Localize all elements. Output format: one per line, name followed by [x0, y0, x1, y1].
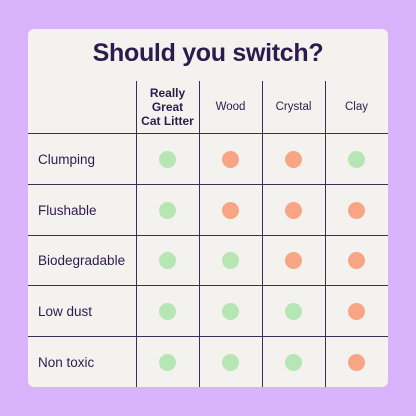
green-dot-icon	[159, 303, 176, 321]
row-label: Low dust	[38, 304, 93, 320]
table-cell	[262, 337, 325, 387]
table-cell	[262, 286, 325, 337]
table-cell	[136, 337, 199, 387]
column-header-label: Clay	[344, 101, 368, 113]
orange-dot-icon	[348, 303, 365, 321]
table-cell	[199, 134, 262, 185]
row-label: Flushable	[38, 202, 97, 218]
row-label: Clumping	[38, 151, 96, 167]
column-header: Really Great Cat Litter	[136, 81, 199, 133]
green-dot-icon	[285, 354, 302, 372]
table-cell	[199, 286, 262, 337]
orange-dot-icon	[285, 201, 302, 219]
green-dot-icon	[285, 303, 302, 321]
table-row: Non toxic	[28, 336, 388, 387]
table-cell	[325, 286, 388, 337]
column-divider	[136, 81, 137, 387]
table-row: Flushable	[28, 183, 388, 236]
table-cell	[325, 185, 388, 236]
table-cell	[136, 286, 199, 337]
orange-dot-icon	[348, 252, 365, 270]
row-label: Non toxic	[38, 355, 95, 371]
green-dot-icon	[222, 354, 239, 372]
column-header: Clay	[325, 81, 388, 133]
orange-dot-icon	[222, 201, 239, 219]
table-cell	[325, 236, 388, 287]
column-header-label: Wood	[215, 101, 246, 113]
table-cell	[199, 236, 262, 287]
table-cell	[136, 185, 199, 236]
green-dot-icon	[159, 201, 176, 219]
comparison-card: Should you switch? Really Great Cat Litter…	[28, 29, 388, 387]
row-label: Biodegradable	[38, 253, 126, 269]
table-cell	[136, 134, 199, 185]
table-cell	[262, 185, 325, 236]
table-row: Clumping	[28, 133, 388, 185]
orange-dot-icon	[348, 354, 365, 372]
column-header-label: Crystal	[275, 101, 312, 113]
green-dot-icon	[348, 150, 365, 168]
orange-dot-icon	[285, 150, 302, 168]
comparison-table: Really Great Cat Litter Wood Crystal Clay Clum…	[28, 81, 388, 387]
table-cell	[136, 236, 199, 287]
table-cell	[262, 134, 325, 185]
table-row: Biodegradable	[28, 234, 388, 287]
table-cell	[325, 337, 388, 387]
column-divider	[199, 81, 200, 387]
orange-dot-icon	[348, 201, 365, 219]
orange-dot-icon	[285, 252, 302, 270]
table-cell	[199, 185, 262, 236]
column-header: Wood	[199, 81, 262, 133]
column-header-label: Really Great Cat Litter	[141, 86, 194, 128]
orange-dot-icon	[222, 150, 239, 168]
column-divider	[325, 81, 326, 387]
table-cell	[199, 337, 262, 387]
green-dot-icon	[159, 354, 176, 372]
column-header: Crystal	[262, 81, 325, 133]
green-dot-icon	[222, 303, 239, 321]
table-cell	[325, 134, 388, 185]
table-cell	[262, 236, 325, 287]
green-dot-icon	[159, 252, 176, 270]
green-dot-icon	[222, 252, 239, 270]
green-dot-icon	[159, 150, 176, 168]
card-title: Should you switch?	[92, 39, 324, 67]
column-divider	[262, 81, 263, 387]
table-row: Low dust	[28, 285, 388, 337]
table-header-row: Really Great Cat Litter Wood Crystal Clay	[28, 81, 388, 133]
